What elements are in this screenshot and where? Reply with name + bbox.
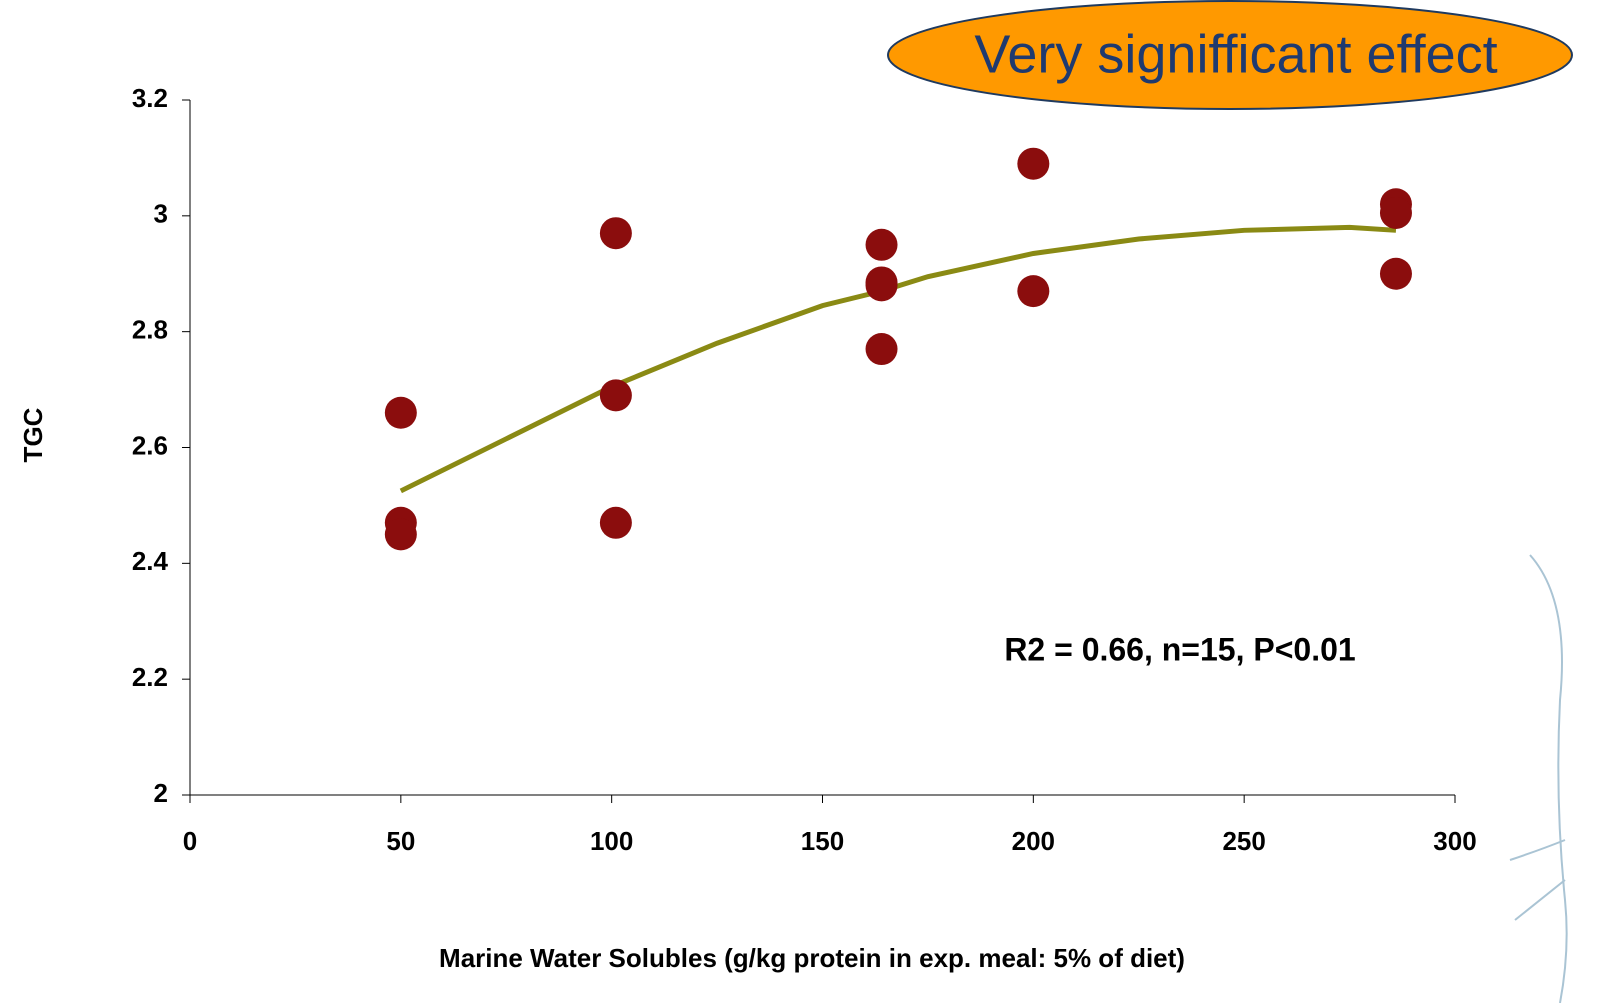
point <box>1017 275 1050 308</box>
point <box>1017 147 1050 180</box>
x-tick-label: 100 <box>590 826 633 856</box>
x-tick-label: 200 <box>1012 826 1055 856</box>
y-tick-label: 2.4 <box>132 546 169 576</box>
x-tick-label: 150 <box>801 826 844 856</box>
y-axis-title: TGC <box>18 407 48 462</box>
x-axis-title: Marine Water Solubles (g/kg protein in e… <box>439 943 1185 973</box>
point <box>865 269 898 302</box>
y-tick-label: 2 <box>154 778 168 808</box>
y-tick-label: 2.2 <box>132 662 168 692</box>
point <box>865 228 898 261</box>
annotation-bubble <box>887 0 1573 110</box>
x-tick-label: 250 <box>1222 826 1265 856</box>
y-tick-label: 3 <box>154 199 168 229</box>
y-tick-label: 3.2 <box>132 83 168 113</box>
annotation: Very signifficant effect <box>974 24 1497 84</box>
x-tick-label: 0 <box>183 826 197 856</box>
point <box>384 518 417 551</box>
y-tick-label: 2.6 <box>132 430 168 460</box>
y-tick-label: 2.8 <box>132 315 168 345</box>
annotation: R2 = 0.66, n=15, P<0.01 <box>1004 631 1355 667</box>
point <box>599 217 632 250</box>
x-tick-label: 50 <box>386 826 415 856</box>
point <box>599 379 632 412</box>
point <box>1379 257 1412 290</box>
point <box>384 396 417 429</box>
point <box>865 333 898 366</box>
x-tick-label: 300 <box>1433 826 1476 856</box>
trend-line <box>399 224 1397 494</box>
point <box>1379 196 1412 229</box>
decoration <box>1509 554 1568 1003</box>
point <box>599 506 632 539</box>
